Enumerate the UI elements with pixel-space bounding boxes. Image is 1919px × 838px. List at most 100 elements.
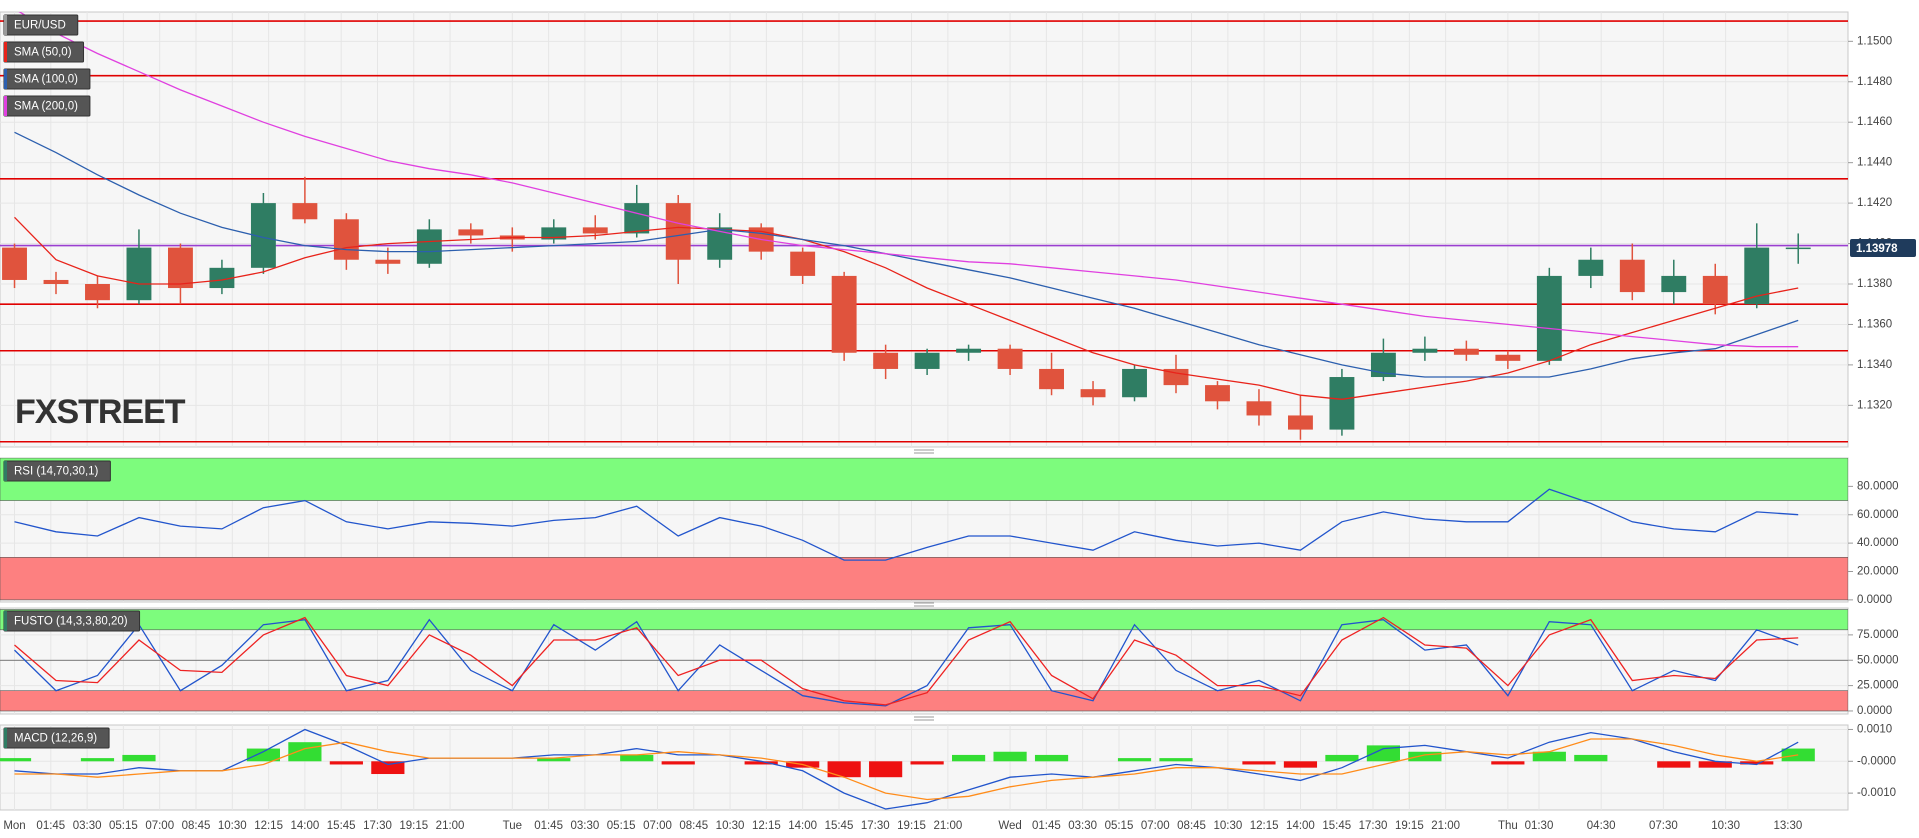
legend-swatch [4, 96, 7, 116]
x-tick-label: 08:45 [1177, 820, 1206, 832]
panel-handles [914, 449, 934, 721]
x-tick-label: Mon [3, 820, 25, 832]
candle-body [292, 203, 318, 220]
histogram-bar [1781, 748, 1815, 762]
legend-label: SMA (50,0) [14, 47, 72, 59]
candle-body [1039, 368, 1064, 390]
candle-body [1329, 377, 1355, 430]
histogram-bar [1159, 758, 1193, 762]
zone [0, 458, 1848, 501]
x-tick-label: 12:15 [254, 820, 283, 832]
histogram-bar [910, 761, 944, 765]
x-tick-label: 01:30 [1525, 820, 1554, 832]
series-line [14, 618, 1799, 707]
histogram-bar [744, 761, 778, 765]
candle-body [1288, 415, 1313, 430]
candle-body [1205, 385, 1230, 402]
x-tick-label: 15:45 [825, 820, 854, 832]
histogram-bar [1698, 761, 1732, 768]
x-tick-label: 15:45 [327, 820, 356, 832]
candle-body [997, 348, 1023, 369]
legend-swatch [4, 728, 7, 748]
plot-area [0, 608, 1848, 714]
x-tick-label: 07:00 [643, 820, 672, 832]
legend-label: SMA (200,0) [14, 101, 78, 113]
candle-body [416, 229, 442, 264]
candle-body [1163, 368, 1189, 386]
candle-body [1495, 354, 1521, 361]
x-tick-label: 05:15 [1105, 820, 1134, 832]
x-tick-label: 03:30 [570, 820, 599, 832]
legend-swatch [4, 69, 7, 89]
x-tick-label: 07:00 [1141, 820, 1170, 832]
candle-body [1080, 389, 1106, 398]
x-tick-label: 07:30 [1649, 820, 1678, 832]
x-tick-label: 10:30 [1213, 820, 1242, 832]
x-tick-label: 03:30 [73, 820, 102, 832]
y-tick-label: 0.0010 [1857, 723, 1892, 735]
y-tick-label: 20.0000 [1857, 566, 1899, 578]
y-tick-label: 1.1320 [1857, 399, 1892, 411]
histogram-bar [1117, 758, 1152, 762]
x-tick-label: 05:15 [109, 820, 138, 832]
legend-label: EUR/USD [14, 20, 66, 32]
y-tick-label: 75.0000 [1857, 629, 1899, 641]
series-line [14, 488, 1799, 561]
y-tick-label: 60.0000 [1857, 509, 1899, 521]
histogram-bar [371, 761, 405, 775]
zone [0, 690, 1848, 712]
y-tick-label: 1.1500 [1857, 35, 1892, 47]
histogram-bar [952, 754, 986, 762]
histogram-bar [1366, 745, 1400, 762]
y-tick-label: 25.0000 [1857, 680, 1899, 692]
candle-body [1412, 348, 1438, 353]
x-tick-label: 01:45 [534, 820, 563, 832]
candle-body [956, 348, 982, 353]
histogram-bar [1242, 761, 1276, 765]
histogram-bar [80, 758, 115, 762]
plot-area: FXSTREET [0, 12, 1848, 447]
histogram-bar [1408, 751, 1442, 762]
series-line [14, 616, 1799, 706]
candle-body [458, 229, 484, 236]
y-tick-label: 0.0000 [1857, 594, 1892, 606]
x-tick-label: 04:30 [1587, 820, 1616, 832]
candle-body [790, 251, 816, 276]
x-tick-label: 14:00 [788, 820, 817, 832]
legend-label: RSI (14,70,30,1) [14, 466, 99, 478]
histogram-bar [1491, 761, 1525, 765]
x-tick-label: 01:45 [36, 820, 65, 832]
y-tick-label: 50.0000 [1857, 654, 1899, 666]
series-line [14, 738, 1799, 801]
candle-body [873, 352, 899, 369]
candle-body [707, 227, 733, 260]
x-tick-label: 13:30 [1773, 820, 1802, 832]
histogram-bar [0, 758, 32, 762]
x-tick-label: Thu [1498, 820, 1518, 832]
x-tick-label: 08:45 [679, 820, 708, 832]
histogram-bar [1740, 761, 1774, 765]
candle-body [1453, 348, 1479, 355]
candle-body [541, 227, 567, 240]
histogram-bar [1034, 754, 1069, 762]
histogram-bar [1657, 761, 1691, 768]
candle-body [1702, 275, 1728, 305]
histogram-bar [620, 754, 654, 762]
x-tick-label: 14:00 [1286, 820, 1315, 832]
histogram-bar [1325, 754, 1359, 762]
histogram-bar [329, 761, 363, 765]
series-line [14, 216, 1799, 400]
candle-body [43, 279, 69, 285]
candle-body [1785, 247, 1811, 250]
candle-body [1619, 259, 1645, 293]
y-tick-label: 1.1360 [1857, 318, 1892, 330]
x-tick-label: Tue [503, 820, 522, 832]
candle-body [914, 352, 940, 369]
candle-body [375, 259, 401, 264]
candle-body [831, 275, 857, 353]
series-line [18, 12, 1799, 348]
histogram-bar [288, 742, 322, 762]
y-tick-label: -0.0010 [1857, 787, 1896, 799]
legend-label: MACD (12,26,9) [14, 733, 97, 745]
